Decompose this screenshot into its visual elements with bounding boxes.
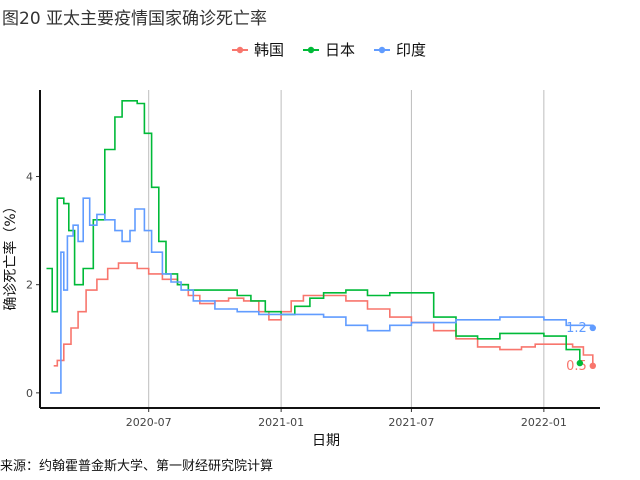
y-tick-label: 0 <box>26 387 33 400</box>
x-tick-label: 2021-01 <box>258 416 304 429</box>
series-layer: 0.5 1.2 <box>46 100 597 394</box>
legend-swatch-point <box>307 46 315 54</box>
series-end-point-2 <box>576 359 584 367</box>
series-end-label-1: 0.5 <box>566 359 587 374</box>
axes: 2020-07 2021-01 2021-07 2022-01 0 2 4 <box>26 90 600 429</box>
y-tick-label: 4 <box>26 171 33 184</box>
legend-label: 日本 <box>325 41 355 59</box>
series-line-2 <box>46 100 581 364</box>
figure-title: 图20 亚太主要疫情国家确诊死亡率 <box>2 9 268 29</box>
series-end-point-1 <box>589 362 597 370</box>
y-tick-label: 2 <box>26 279 33 292</box>
legend: 韩国 日本 印度 <box>232 41 426 59</box>
series-end-point-3 <box>589 324 597 332</box>
x-tick-label: 2020-07 <box>126 416 172 429</box>
legend-label: 韩国 <box>254 41 284 59</box>
legend-label: 印度 <box>396 41 426 59</box>
series-end-label-3: 1.2 <box>566 321 587 336</box>
x-tick-label: 2021-07 <box>388 416 434 429</box>
legend-swatch-point <box>378 46 386 54</box>
legend-swatch-point <box>236 46 244 54</box>
y-axis-title: 确诊死亡率（%） <box>2 199 19 310</box>
series-line-3 <box>50 197 594 394</box>
figure-source: 来源：约翰霍普金斯大学、第一财经研究院计算 <box>0 459 274 474</box>
x-axis-title: 日期 <box>312 433 340 449</box>
grid <box>148 90 545 408</box>
x-tick-label: 2022-01 <box>521 416 567 429</box>
